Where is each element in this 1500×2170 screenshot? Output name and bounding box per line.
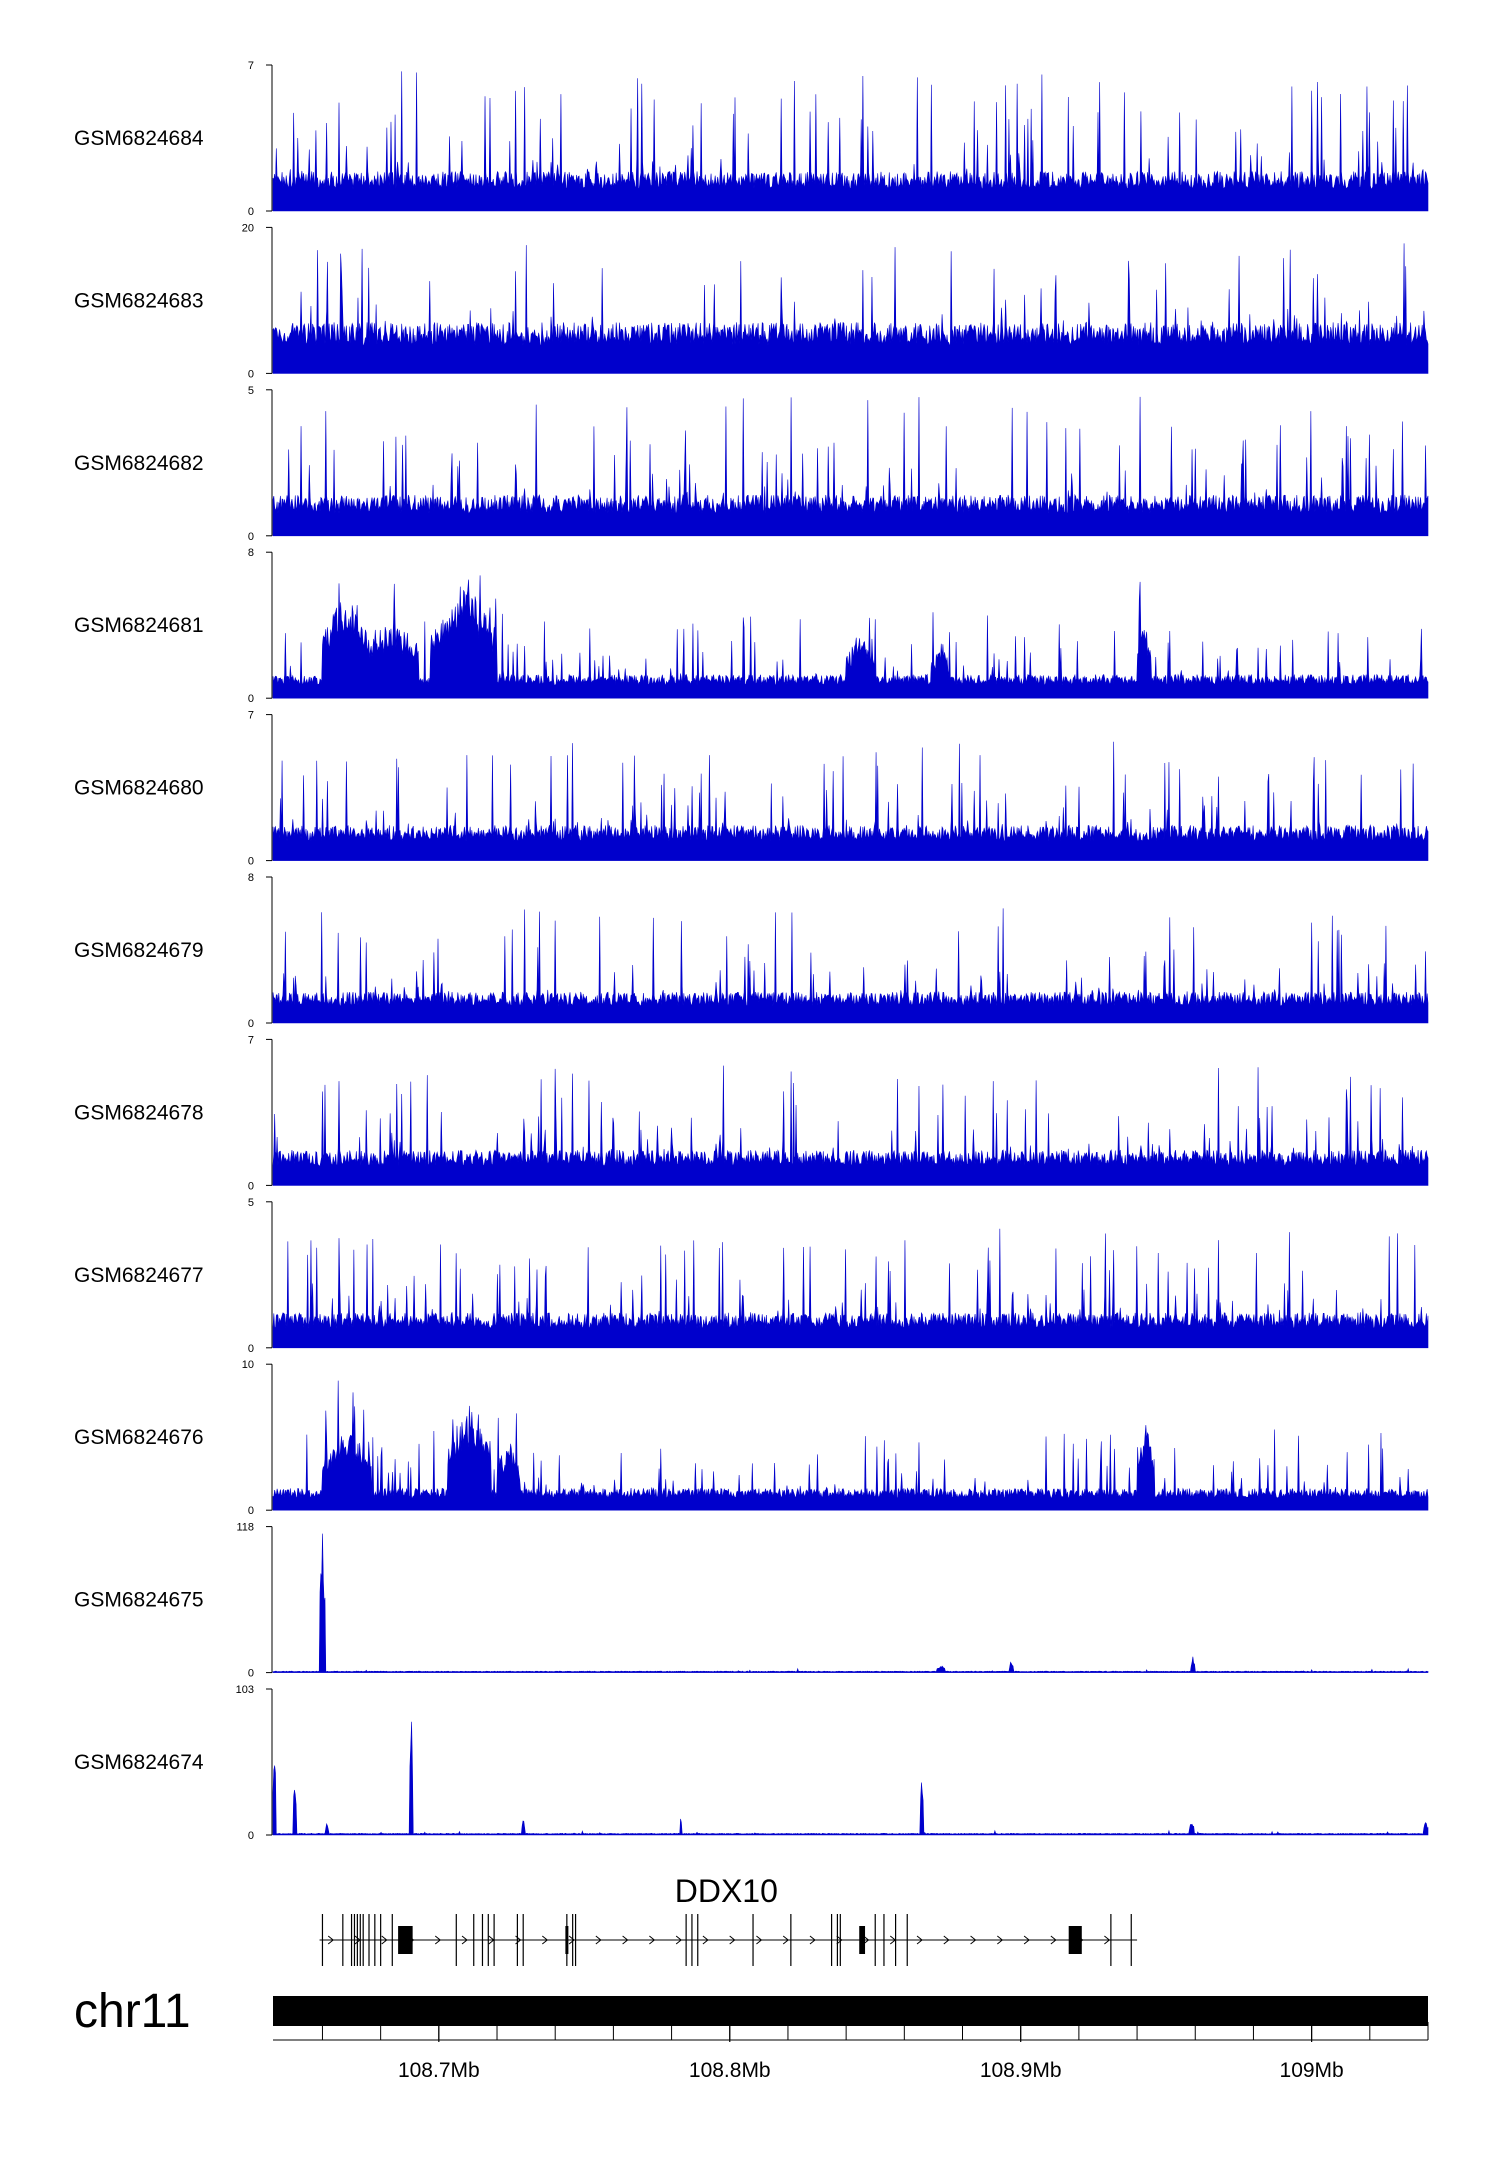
y-tick-label-min: 0 xyxy=(248,1343,254,1355)
y-tick-label-max: 10 xyxy=(242,1359,254,1371)
strand-arrow xyxy=(756,1935,763,1945)
strand-arrow xyxy=(809,1935,816,1945)
y-tick-label-max: 103 xyxy=(236,1684,254,1696)
chromosome-bar xyxy=(273,1996,1428,2026)
coverage-signal xyxy=(272,396,1429,537)
track-GSM6824684: GSM6824684 7 0 xyxy=(74,60,1429,218)
gene-track: DDX10 xyxy=(319,1873,1138,1966)
track-GSM6824683: GSM6824683 20 0 xyxy=(74,222,1429,380)
strand-arrow xyxy=(1104,1935,1111,1945)
track-label: GSM6824680 xyxy=(74,777,204,800)
track-label: GSM6824682 xyxy=(74,452,204,475)
strand-arrow xyxy=(541,1935,549,1945)
y-tick-label-max: 7 xyxy=(248,1034,254,1046)
track-GSM6824681: GSM6824681 8 0 xyxy=(74,547,1429,705)
coverage-signal xyxy=(272,1228,1429,1349)
track-label: GSM6824679 xyxy=(74,939,204,962)
y-tick-label-min: 0 xyxy=(248,531,254,543)
coverage-signal xyxy=(272,741,1429,861)
x-tick-label: 108.9Mb xyxy=(980,2059,1062,2082)
strand-arrow xyxy=(381,1935,388,1945)
strand-arrow xyxy=(836,1935,843,1945)
strand-arrow xyxy=(782,1935,790,1945)
chromosome-ideogram: chr11 xyxy=(74,1985,1428,2038)
gene-label-ddx10: DDX10 xyxy=(675,1873,778,1909)
track-label: GSM6824683 xyxy=(74,289,204,312)
coverage-signal xyxy=(272,908,1429,1024)
strand-arrow xyxy=(327,1935,334,1945)
track-label: GSM6824675 xyxy=(74,1589,204,1612)
y-tick-label-min: 0 xyxy=(248,1018,254,1030)
strand-arrow xyxy=(649,1935,656,1945)
track-GSM6824679: GSM6824679 8 0 xyxy=(74,872,1429,1030)
y-tick-label-min: 0 xyxy=(248,206,254,218)
strand-arrow xyxy=(729,1935,736,1945)
coverage-signal xyxy=(272,575,1429,699)
track-label: GSM6824677 xyxy=(74,1264,204,1287)
coverage-signal xyxy=(272,1380,1429,1511)
strand-arrow xyxy=(675,1935,682,1945)
strand-arrow xyxy=(1050,1935,1057,1945)
strand-arrow xyxy=(997,1935,1004,1945)
y-tick-label-min: 0 xyxy=(248,1830,254,1842)
y-tick-label-min: 0 xyxy=(248,1505,254,1517)
track-label: GSM6824674 xyxy=(74,1751,204,1774)
track-GSM6824676: GSM6824676 10 0 xyxy=(74,1359,1429,1517)
y-tick-label-max: 5 xyxy=(248,1197,254,1209)
y-tick-label-max: 118 xyxy=(236,1522,254,1534)
strand-arrow xyxy=(916,1935,923,1945)
x-tick-label: 109Mb xyxy=(1280,2059,1344,2082)
strand-arrow xyxy=(702,1935,709,1945)
x-tick-label: 108.7Mb xyxy=(398,2059,480,2082)
y-tick-label-max: 8 xyxy=(248,872,254,884)
coverage-signal xyxy=(272,243,1429,374)
strand-arrow xyxy=(970,1935,977,1945)
track-GSM6824682: GSM6824682 5 0 xyxy=(74,385,1429,543)
genomic-axis: 108.7Mb 108.8Mb 108.9Mb 109Mb xyxy=(273,2022,1429,2082)
y-tick-label-max: 7 xyxy=(248,710,254,722)
y-tick-label-min: 0 xyxy=(248,368,254,380)
track-GSM6824680: GSM6824680 7 0 xyxy=(74,710,1429,868)
strand-arrow xyxy=(622,1935,629,1945)
y-tick-label-max: 7 xyxy=(248,60,254,72)
strand-arrow xyxy=(1023,1935,1030,1945)
coverage-tracks: GSM682468470GSM6824683200GSM682468250GSM… xyxy=(74,60,1429,1842)
y-tick-label-max: 20 xyxy=(242,222,254,234)
chromosome-label: chr11 xyxy=(74,1985,191,2038)
coverage-signal xyxy=(272,71,1429,212)
track-GSM6824674: GSM6824674 103 0 xyxy=(74,1684,1429,1842)
y-tick-label-max: 8 xyxy=(248,547,254,559)
track-label: GSM6824684 xyxy=(74,127,204,150)
coverage-signal xyxy=(272,1721,1429,1836)
strand-arrow xyxy=(595,1935,602,1945)
y-tick-label-min: 0 xyxy=(248,856,254,868)
strand-arrow xyxy=(943,1935,950,1945)
track-GSM6824677: GSM6824677 5 0 xyxy=(74,1197,1429,1355)
strand-arrow xyxy=(863,1935,870,1945)
strand-arrow xyxy=(434,1935,442,1945)
gene-exon-block xyxy=(565,1926,569,1954)
gene-exon-block xyxy=(398,1926,413,1954)
x-tick-label: 108.8Mb xyxy=(689,2059,771,2082)
y-tick-label-min: 0 xyxy=(248,1180,254,1192)
gene-exon-block xyxy=(1068,1926,1082,1954)
track-label: GSM6824676 xyxy=(74,1426,204,1449)
coverage-signal xyxy=(272,1065,1429,1186)
track-label: GSM6824681 xyxy=(74,614,204,637)
gene-exon-block xyxy=(859,1926,866,1954)
track-label: GSM6824678 xyxy=(74,1101,204,1124)
strand-arrow xyxy=(568,1935,575,1945)
track-GSM6824678: GSM6824678 7 0 xyxy=(74,1034,1429,1192)
strand-arrow xyxy=(461,1935,468,1945)
y-tick-label-min: 0 xyxy=(248,1668,254,1680)
y-tick-label-max: 5 xyxy=(248,385,254,397)
y-tick-label-min: 0 xyxy=(248,693,254,705)
track-GSM6824675: GSM6824675 118 0 xyxy=(74,1522,1429,1680)
coverage-signal xyxy=(272,1533,1429,1673)
